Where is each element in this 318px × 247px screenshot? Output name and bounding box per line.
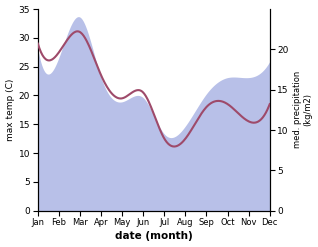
Y-axis label: max temp (C): max temp (C) xyxy=(5,79,15,141)
X-axis label: date (month): date (month) xyxy=(115,231,193,242)
Y-axis label: med. precipitation
(kg/m2): med. precipitation (kg/m2) xyxy=(293,71,313,148)
